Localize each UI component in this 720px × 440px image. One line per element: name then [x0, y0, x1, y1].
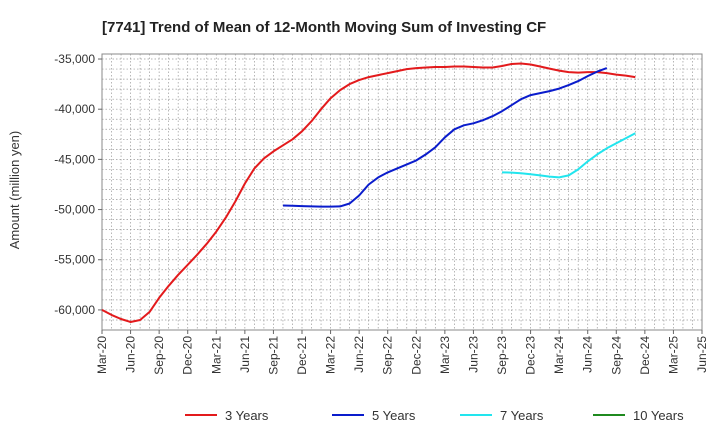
legend: 3 Years 5 Years 7 Years 10 Years — [185, 408, 684, 423]
grid — [102, 54, 702, 330]
x-tick-label: Mar-20 — [95, 336, 109, 374]
chart-title: [7741] Trend of Mean of 12-Month Moving … — [102, 19, 546, 36]
x-tick-label: Jun-24 — [581, 336, 595, 373]
x-tick-label: Dec-22 — [409, 336, 423, 375]
x-tick-label: Jun-21 — [238, 336, 252, 373]
x-tick-label: Mar-23 — [438, 336, 452, 374]
legend-label: 3 Years — [225, 408, 269, 423]
x-tick-label: Sep-20 — [152, 336, 166, 375]
series-line — [501, 132, 636, 179]
x-tick-label: Mar-21 — [209, 336, 223, 374]
legend-label: 10 Years — [633, 408, 684, 423]
series-line — [282, 67, 608, 208]
y-tick-label: -40,000 — [54, 102, 95, 116]
y-tick-label: -45,000 — [54, 152, 95, 166]
x-tick-label: Dec-20 — [181, 336, 195, 375]
x-tick-label: Mar-25 — [666, 336, 680, 374]
x-axis-ticks: Mar-20 Jun-20 Sep-20 Dec-20 Mar-21 Jun-21 Sep-… — [95, 330, 709, 375]
x-tick-label: Jun-22 — [352, 336, 366, 373]
legend-label: 7 Years — [500, 408, 544, 423]
plot-area — [101, 53, 703, 331]
x-tick-label: Dec-21 — [295, 336, 309, 375]
y-tick-label: -50,000 — [54, 203, 95, 217]
x-tick-label: Mar-22 — [324, 336, 338, 374]
x-tick-label: Jun-20 — [124, 336, 138, 373]
series-line — [101, 62, 636, 323]
x-tick-label: Sep-24 — [609, 336, 623, 375]
y-tick-label: -60,000 — [54, 303, 95, 317]
x-tick-label: Dec-24 — [638, 336, 652, 375]
x-tick-label: Mar-24 — [552, 336, 566, 374]
y-axis-label: Amount (million yen) — [7, 131, 22, 250]
x-tick-label: Dec-23 — [524, 336, 538, 375]
y-tick-label: -55,000 — [54, 253, 95, 267]
legend-label: 5 Years — [372, 408, 416, 423]
x-tick-label: Jun-23 — [466, 336, 480, 373]
series-lines — [101, 62, 636, 323]
x-tick-label: Sep-23 — [495, 336, 509, 375]
y-axis-ticks: -60,000 -55,000 -50,000 -45,000 -40,000 -35,0… — [54, 52, 102, 317]
y-tick-label: -35,000 — [54, 52, 95, 66]
x-tick-label: Sep-22 — [381, 336, 395, 375]
x-tick-label: Sep-21 — [266, 336, 280, 375]
x-tick-label: Jun-25 — [695, 336, 709, 373]
